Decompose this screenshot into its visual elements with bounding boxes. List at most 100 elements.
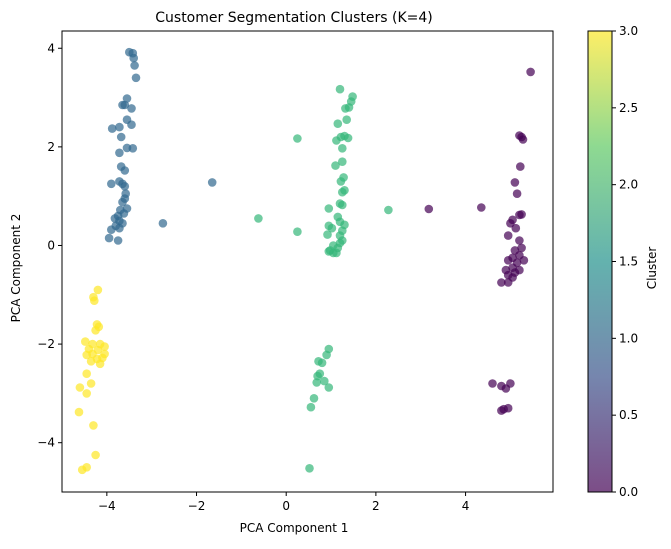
scatter-point-cluster-1 [128, 144, 138, 153]
scatter-point-cluster-0 [512, 189, 522, 198]
scatter-point-cluster-0 [503, 255, 513, 265]
scatter-point-cluster-3 [86, 379, 96, 388]
x-tick-label: 0 [282, 499, 290, 513]
scatter-point-cluster-2 [306, 402, 316, 412]
scatter-point-cluster-0 [503, 403, 513, 413]
scatter-point-cluster-0 [424, 204, 434, 214]
scatter-point-cluster-3 [91, 326, 100, 335]
scatter-point-cluster-2 [333, 119, 343, 128]
scatter-point-cluster-3 [75, 383, 85, 392]
plot-area [74, 47, 535, 475]
scatter-point-cluster-1 [127, 120, 136, 129]
scatter-point-cluster-2 [343, 133, 353, 143]
scatter-point-cluster-0 [515, 236, 524, 245]
scatter-point-cluster-3 [81, 337, 90, 346]
scatter-point-cluster-3 [82, 389, 91, 398]
scatter-point-cluster-1 [115, 122, 124, 132]
scatter-point-cluster-0 [517, 132, 526, 142]
scatter-point-cluster-1 [127, 104, 136, 113]
scatter-point-cluster-1 [129, 53, 138, 63]
y-axis-title: PCA Component 2 [9, 214, 23, 323]
scatter-point-cluster-1 [207, 178, 217, 187]
scatter-point-cluster-0 [497, 278, 506, 287]
scatter-point-cluster-0 [488, 379, 497, 388]
scatter-point-cluster-1 [120, 182, 130, 191]
scatter-point-cluster-1 [120, 166, 130, 175]
scatter-point-cluster-2 [324, 204, 334, 213]
scatter-point-cluster-1 [131, 73, 141, 83]
plot-frame [61, 30, 554, 493]
scatter-point-cluster-1 [107, 124, 117, 133]
scatter-point-cluster-0 [501, 384, 511, 393]
y-tick-label: −2 [37, 337, 55, 351]
scatter-point-cluster-3 [86, 357, 96, 366]
x-tick-label: 4 [462, 499, 470, 513]
y-tick-label: 4 [47, 41, 55, 55]
scatter-point-cluster-2 [384, 205, 393, 215]
colorbar-tick-label: 3.0 [619, 24, 638, 38]
scatter-point-cluster-0 [517, 210, 526, 219]
scatter-point-cluster-2 [293, 227, 302, 236]
scatter-point-cluster-0 [516, 162, 525, 171]
scatter-point-cluster-3 [90, 296, 99, 306]
scatter-point-cluster-2 [313, 371, 322, 381]
scatter-point-cluster-3 [93, 285, 103, 295]
scatter-point-cluster-2 [338, 144, 347, 153]
y-tick-label: 0 [47, 238, 55, 252]
scatter-point-cluster-2 [324, 247, 334, 256]
axes: −4 −2 0 2 4 −4 −2 0 2 4 [37, 30, 554, 513]
scatter-point-cluster-0 [511, 223, 521, 233]
colorbar-tick-label: 2.5 [619, 101, 638, 115]
scatter-point-cluster-0 [515, 265, 524, 275]
scatter-point-cluster-3 [82, 369, 91, 379]
scatter-point-cluster-0 [510, 178, 520, 187]
scatter-point-cluster-2 [322, 350, 331, 360]
scatter-point-cluster-2 [324, 383, 334, 392]
scatter-point-cluster-0 [517, 243, 526, 253]
colorbar-tick-label: 1.5 [619, 255, 638, 269]
scatter-point-cluster-0 [503, 231, 513, 240]
colorbar-bar [587, 30, 613, 493]
scatter-point-cluster-0 [477, 203, 486, 212]
scatter-point-cluster-2 [293, 134, 302, 143]
scatter-point-cluster-1 [115, 148, 124, 158]
scatter-point-cluster-2 [332, 248, 341, 258]
scatter-point-cluster-0 [503, 278, 513, 287]
scatter-point-cluster-1 [158, 219, 168, 228]
scatter-point-cluster-1 [120, 100, 130, 110]
scatter-point-cluster-0 [526, 67, 535, 77]
scatter-point-cluster-1 [113, 236, 123, 245]
scatter-point-cluster-1 [104, 233, 114, 243]
scatter-point-cluster-1 [122, 94, 132, 103]
x-tick-label: −4 [98, 499, 116, 513]
scatter-point-cluster-2 [338, 187, 347, 197]
y-tick-label: −4 [37, 436, 55, 450]
scatter-point-cluster-2 [336, 177, 346, 186]
scatter-point-cluster-2 [331, 161, 340, 170]
colorbar-tick-label: 1.0 [619, 331, 638, 345]
x-tick-label: −2 [188, 499, 206, 513]
scatter-point-cluster-3 [77, 465, 87, 475]
scatter-point-cluster-2 [312, 378, 322, 387]
scatter-point-cluster-2 [341, 104, 350, 113]
x-tick-label: 2 [372, 499, 380, 513]
scatter-point-cluster-2 [309, 394, 319, 403]
colorbar-tick-label: 0.0 [619, 485, 638, 499]
scatter-point-cluster-2 [342, 115, 352, 124]
scatter-point-cluster-2 [317, 358, 327, 368]
colorbar-title: Cluster [645, 247, 659, 290]
scatter-point-cluster-1 [118, 197, 127, 207]
x-axis-title: PCA Component 1 [240, 521, 349, 535]
scatter-point-cluster-2 [254, 214, 263, 223]
scatter-point-cluster-0 [519, 255, 529, 265]
scatter-point-cluster-2 [338, 157, 347, 166]
scatter-point-cluster-1 [107, 225, 116, 234]
scatter-point-cluster-2 [335, 84, 345, 94]
scatter-point-cluster-2 [305, 464, 314, 473]
scatter-point-cluster-1 [130, 61, 139, 70]
scatter-point-cluster-2 [323, 230, 332, 239]
scatter-point-cluster-1 [107, 179, 116, 189]
colorbar: 0.0 0.5 1.0 1.5 2.0 2.5 3.0 [587, 24, 638, 499]
